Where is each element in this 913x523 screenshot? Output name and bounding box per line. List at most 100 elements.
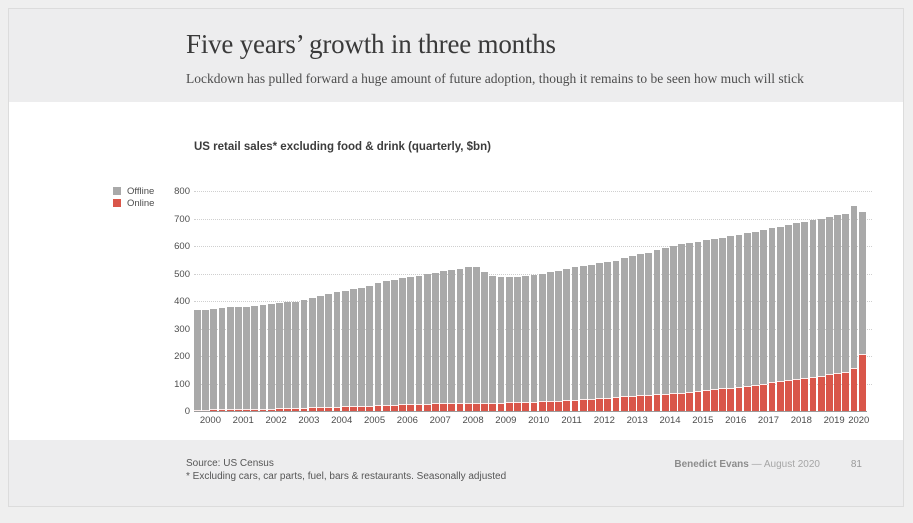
bar-segment-online xyxy=(661,393,669,411)
bar-segment-online xyxy=(694,390,702,411)
bar-segment-online xyxy=(382,404,390,411)
bar-quarter xyxy=(801,221,809,411)
bar-segment-online xyxy=(218,409,226,411)
bar-segment-offline xyxy=(382,281,390,405)
x-axis-tick-label: 2015 xyxy=(692,415,714,426)
bar-quarter xyxy=(456,269,464,411)
bar-quarter xyxy=(226,307,234,411)
bar-segment-offline xyxy=(637,254,644,396)
bar-segment-offline xyxy=(694,241,702,391)
bar-quarter xyxy=(514,276,521,411)
bar-segment-offline xyxy=(522,275,530,402)
bar-segment-offline xyxy=(497,277,505,403)
bar-segment-online xyxy=(448,403,456,411)
bar-quarter xyxy=(407,276,415,411)
bar-segment-online xyxy=(407,404,415,411)
bar-segment-online xyxy=(284,407,292,411)
bar-segment-offline xyxy=(481,272,489,404)
bar-segment-offline xyxy=(505,277,513,403)
source-line-2: * Excluding cars, car parts, fuel, bars … xyxy=(186,471,507,482)
bar-segment-offline xyxy=(670,245,677,394)
bar-quarter xyxy=(440,271,448,411)
bar-quarter xyxy=(711,238,718,411)
y-axis-tick-label: 200 xyxy=(174,351,190,362)
offline-swatch-icon xyxy=(113,187,121,195)
bar-segment-offline xyxy=(292,301,300,408)
bar-segment-online xyxy=(226,409,234,411)
bar-quarter xyxy=(858,211,866,411)
bar-segment-offline xyxy=(489,276,497,404)
bar-segment-online xyxy=(858,353,866,411)
bar-quarter xyxy=(727,236,735,411)
bar-segment-online xyxy=(686,391,694,411)
bar-quarter xyxy=(653,250,661,411)
bar-segment-online xyxy=(735,386,743,411)
bar-quarter xyxy=(341,290,349,411)
bar-quarter xyxy=(637,254,644,411)
bar-segment-offline xyxy=(793,223,800,380)
bar-segment-offline xyxy=(432,272,439,404)
bar-quarter xyxy=(628,255,636,411)
bar-segment-offline xyxy=(743,233,751,386)
bar-segment-online xyxy=(399,404,406,411)
y-axis-tick-label: 600 xyxy=(174,241,190,252)
author-name: Benedict Evans xyxy=(674,459,749,470)
bar-segment-online xyxy=(596,398,603,411)
bar-quarter xyxy=(481,272,489,411)
x-axis-tick-label: 2000 xyxy=(199,415,221,426)
x-axis-tick-label: 2001 xyxy=(232,415,254,426)
x-axis-tick-label: 2019 xyxy=(823,415,845,426)
bar-segment-online xyxy=(341,406,349,411)
bar-segment-offline xyxy=(653,250,661,395)
bar-segment-offline xyxy=(817,218,825,376)
bar-segment-offline xyxy=(284,302,292,408)
bar-quarter xyxy=(292,301,300,411)
x-axis-tick-label: 2010 xyxy=(528,415,550,426)
bar-quarter xyxy=(612,260,620,411)
page-title: Five years’ growth in three months xyxy=(186,29,556,59)
bar-segment-offline xyxy=(390,279,398,405)
bar-quarter xyxy=(276,302,283,411)
bar-segment-online xyxy=(850,368,858,411)
bar-segment-offline xyxy=(661,247,669,394)
bar-segment-online xyxy=(809,376,817,411)
bar-quarter xyxy=(604,261,612,411)
bar-segment-online xyxy=(834,373,841,411)
gridline xyxy=(194,191,872,192)
bar-segment-online xyxy=(719,388,727,411)
x-axis-tick-label: 2005 xyxy=(363,415,386,426)
bar-segment-online xyxy=(678,392,686,411)
bar-quarter xyxy=(202,309,209,411)
y-axis-tick-label: 500 xyxy=(174,268,190,280)
bar-segment-online xyxy=(522,401,530,411)
bar-segment-offline xyxy=(399,277,406,405)
x-axis-tick-label: 2011 xyxy=(561,415,582,426)
bar-segment-offline xyxy=(842,213,850,372)
bar-quarter xyxy=(793,223,800,411)
bar-segment-online xyxy=(308,407,316,411)
bar-quarter xyxy=(489,276,497,411)
x-axis-tick-label: 2012 xyxy=(593,415,615,426)
bar-segment-online xyxy=(793,379,800,411)
bar-quarter xyxy=(505,277,513,411)
bar-quarter xyxy=(661,247,669,411)
legend-item-online: Online xyxy=(113,197,154,209)
plot-area xyxy=(194,191,872,412)
bar-segment-offline xyxy=(456,269,464,403)
bar-segment-offline xyxy=(251,305,259,409)
bar-segment-offline xyxy=(194,310,201,410)
bar-segment-online xyxy=(464,402,472,411)
bar-quarter xyxy=(563,269,571,411)
bar-quarter xyxy=(620,257,628,411)
bar-segment-online xyxy=(768,382,776,411)
bar-segment-online xyxy=(235,409,242,411)
bar-segment-online xyxy=(497,402,505,411)
bar-segment-offline xyxy=(678,244,686,393)
bar-quarter xyxy=(194,310,201,411)
bar-segment-online xyxy=(555,400,562,411)
bar-segment-offline xyxy=(834,215,841,374)
bar-segment-online xyxy=(637,395,644,411)
bar-segment-offline xyxy=(596,263,603,399)
bar-segment-online xyxy=(505,402,513,411)
bar-segment-offline xyxy=(719,237,727,389)
